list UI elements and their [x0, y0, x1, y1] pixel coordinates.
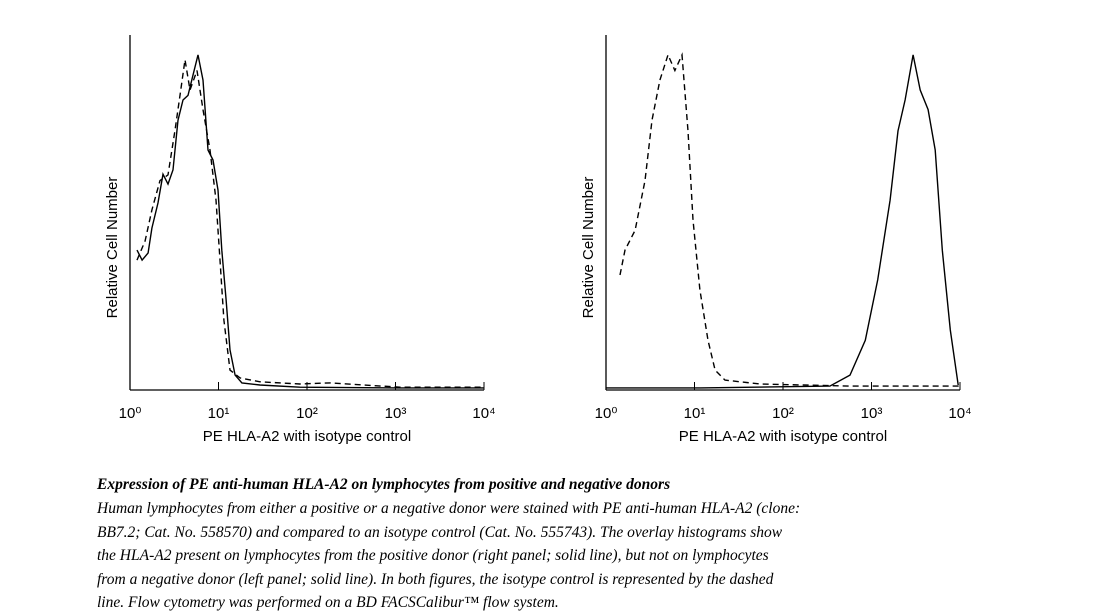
caption-line: from a negative donor (left panel; solid… [97, 570, 774, 588]
histogram-line [606, 54, 959, 389]
x-tick-label: 10¹ [208, 405, 230, 422]
charts: 10⁰ 10¹ 10² 10³ 10⁴ PE HLA-A2 with isotype co… [104, 35, 972, 445]
histogram-line [136, 59, 484, 388]
x-axis-label: PE HLA-A2 with isotype control [203, 428, 411, 445]
caption-line: the HLA-A2 present on lymphocytes from t… [97, 547, 769, 564]
x-tick-label: 10⁰ [595, 405, 618, 422]
x-tick-label: 10⁰ [119, 405, 142, 422]
histogram-line [136, 54, 484, 389]
x-tick-label: 10³ [385, 405, 407, 422]
histogram-line [619, 52, 960, 387]
caption-title: Expression of PE anti-human HLA-A2 on ly… [97, 476, 671, 493]
y-axis-label: Relative Cell Number [580, 177, 597, 319]
caption-line: line. Flow cytometry was performed on a … [97, 594, 559, 611]
x-tick-label: 10² [772, 405, 794, 422]
x-tick-label: 10³ [861, 405, 883, 422]
y-axis-label: Relative Cell Number [104, 177, 121, 319]
x-tick-label: 10² [296, 405, 318, 422]
x-axis-label: PE HLA-A2 with isotype control [679, 428, 887, 445]
caption-line: Human lymphocytes from either a positive… [97, 500, 801, 517]
caption-line: BB7.2; Cat. No. 558570) and compared to … [97, 523, 783, 541]
x-tick-label: 10⁴ [948, 405, 971, 422]
x-tick-label: 10¹ [684, 405, 706, 422]
x-tick-label: 10⁴ [472, 405, 495, 422]
